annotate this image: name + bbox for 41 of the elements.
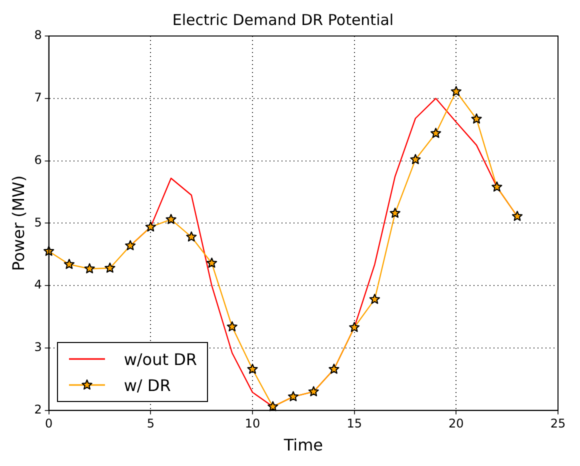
point	[410, 154, 421, 164]
point	[226, 321, 238, 332]
point	[471, 113, 482, 124]
point	[450, 86, 462, 96]
point	[206, 258, 218, 268]
x-axis-title: Time	[282, 436, 323, 455]
point	[349, 322, 360, 332]
point	[145, 221, 156, 232]
point	[308, 386, 319, 396]
y-tick-label: 6	[34, 152, 42, 167]
point	[390, 208, 400, 218]
point	[328, 364, 340, 374]
point	[64, 258, 75, 269]
point	[124, 240, 136, 250]
y-tick-label: 5	[34, 215, 42, 230]
point	[247, 364, 258, 374]
point	[492, 181, 502, 192]
legend-label: w/ DR	[124, 376, 171, 395]
y-axis-title: Power (MW)	[8, 175, 28, 271]
point	[288, 391, 299, 402]
x-tick-label: 10	[244, 416, 260, 431]
x-tick-label: 25	[550, 416, 566, 431]
point	[369, 294, 380, 304]
y-tick-label: 4	[34, 278, 42, 292]
x-tick-label: 0	[45, 416, 53, 431]
x-tick-label: 15	[346, 416, 362, 431]
legend-label: w/out DR	[124, 350, 198, 369]
point	[512, 210, 523, 221]
chart-title: Electric Demand DR Potential	[172, 10, 394, 29]
point	[186, 231, 197, 242]
point	[268, 401, 278, 412]
point	[430, 128, 442, 138]
y-tick-label: 8	[34, 28, 42, 42]
y-tick-label: 7	[34, 90, 42, 105]
x-tick-label: 20	[448, 416, 464, 431]
y-tick-label: 2	[34, 402, 42, 417]
point	[166, 214, 176, 224]
point	[84, 263, 95, 274]
point	[104, 262, 116, 273]
y-tick-label: 3	[34, 340, 42, 354]
x-tick-label: 5	[146, 416, 154, 431]
